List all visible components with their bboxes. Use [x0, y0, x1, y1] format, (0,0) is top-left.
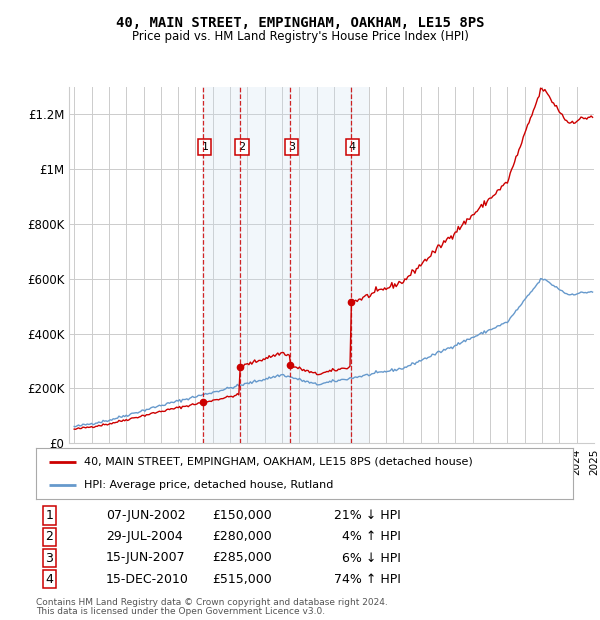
- Text: 74% ↑ HPI: 74% ↑ HPI: [334, 573, 401, 586]
- Text: Price paid vs. HM Land Registry's House Price Index (HPI): Price paid vs. HM Land Registry's House …: [131, 30, 469, 43]
- Text: 3: 3: [46, 552, 53, 564]
- Text: 4% ↑ HPI: 4% ↑ HPI: [342, 530, 401, 543]
- Text: This data is licensed under the Open Government Licence v3.0.: This data is licensed under the Open Gov…: [36, 607, 325, 616]
- Text: £285,000: £285,000: [212, 552, 272, 564]
- Text: 15-DEC-2010: 15-DEC-2010: [106, 573, 188, 586]
- Text: 21% ↓ HPI: 21% ↓ HPI: [334, 509, 401, 522]
- Text: 2: 2: [46, 530, 53, 543]
- Bar: [289, 87, 352, 443]
- Text: 2: 2: [238, 142, 245, 152]
- Text: 40, MAIN STREET, EMPINGHAM, OAKHAM, LE15 8PS (detached house): 40, MAIN STREET, EMPINGHAM, OAKHAM, LE15…: [85, 457, 473, 467]
- Text: 6% ↓ HPI: 6% ↓ HPI: [342, 552, 401, 564]
- Text: 1: 1: [202, 142, 208, 152]
- Text: HPI: Average price, detached house, Rutland: HPI: Average price, detached house, Rutl…: [85, 480, 334, 490]
- Text: 29-JUL-2004: 29-JUL-2004: [106, 530, 182, 543]
- Bar: [239, 87, 291, 443]
- Text: 1: 1: [46, 509, 53, 522]
- Text: £280,000: £280,000: [212, 530, 272, 543]
- Text: £150,000: £150,000: [212, 509, 272, 522]
- Text: 15-JUN-2007: 15-JUN-2007: [106, 552, 185, 564]
- Bar: [202, 87, 241, 443]
- Text: 4: 4: [46, 573, 53, 586]
- Text: 07-JUN-2002: 07-JUN-2002: [106, 509, 185, 522]
- Text: 3: 3: [288, 142, 295, 152]
- Text: £515,000: £515,000: [212, 573, 272, 586]
- Text: Contains HM Land Registry data © Crown copyright and database right 2024.: Contains HM Land Registry data © Crown c…: [36, 598, 388, 607]
- Text: 4: 4: [349, 142, 356, 152]
- Bar: [350, 87, 369, 443]
- Text: 40, MAIN STREET, EMPINGHAM, OAKHAM, LE15 8PS: 40, MAIN STREET, EMPINGHAM, OAKHAM, LE15…: [116, 16, 484, 30]
